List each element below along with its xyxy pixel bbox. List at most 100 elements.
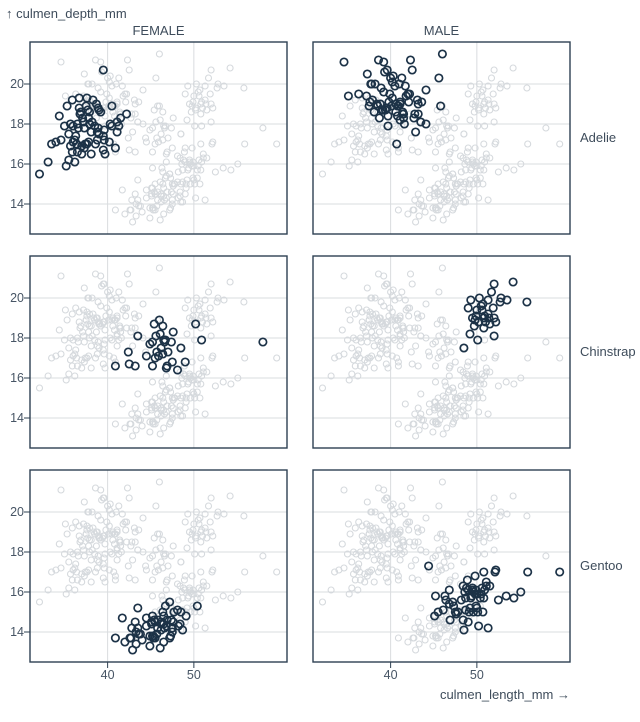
muted-point [182, 394, 190, 402]
muted-point [425, 566, 433, 574]
muted-point [203, 582, 211, 590]
muted-point [475, 106, 483, 114]
muted-point [85, 294, 93, 302]
muted-point [414, 404, 422, 412]
muted-point [431, 552, 440, 560]
muted-point [189, 586, 197, 594]
muted-point [438, 478, 446, 486]
muted-point [425, 348, 433, 356]
muted-point [118, 510, 126, 518]
muted-point [192, 194, 200, 202]
muted-point [450, 418, 458, 426]
muted-point [48, 568, 56, 576]
muted-point [197, 354, 205, 362]
muted-point [431, 576, 440, 584]
data-point [167, 357, 177, 367]
muted-point [437, 402, 445, 410]
muted-point [168, 200, 176, 208]
muted-point [183, 330, 191, 338]
muted-point [407, 348, 415, 356]
muted-point [122, 312, 130, 320]
muted-point [92, 328, 100, 336]
muted-point [446, 148, 454, 156]
muted-point [196, 180, 204, 188]
muted-point [431, 338, 440, 346]
data-point [343, 91, 353, 101]
muted-point [226, 492, 234, 500]
muted-point [152, 502, 160, 510]
muted-point [442, 322, 450, 330]
muted-point [241, 568, 249, 576]
muted-point [190, 306, 198, 314]
muted-point [407, 134, 415, 142]
muted-point [148, 576, 157, 584]
muted-point [368, 294, 376, 302]
data-point [147, 361, 158, 371]
muted-point [490, 494, 498, 502]
data-point [54, 111, 64, 121]
muted-point [183, 116, 191, 124]
muted-point [380, 516, 388, 524]
data-point [463, 303, 473, 313]
muted-point [340, 350, 348, 358]
muted-point [415, 426, 423, 434]
muted-point [352, 352, 360, 360]
muted-point [162, 586, 170, 594]
muted-point [177, 198, 185, 206]
muted-point [119, 92, 127, 100]
muted-point [340, 272, 348, 280]
muted-point [494, 382, 502, 390]
muted-point [452, 396, 460, 404]
muted-point [467, 510, 475, 518]
muted-point [412, 342, 420, 350]
data-point [123, 347, 133, 357]
muted-point [394, 576, 402, 584]
data-point [258, 337, 268, 347]
muted-point [75, 522, 83, 530]
muted-point [57, 564, 65, 572]
muted-point [101, 578, 109, 586]
data-point [180, 357, 190, 367]
muted-point [460, 412, 468, 420]
muted-point [134, 118, 142, 126]
muted-point [417, 176, 425, 184]
muted-point [492, 532, 500, 540]
muted-point [201, 296, 209, 304]
data-point [478, 607, 488, 617]
muted-point [234, 374, 242, 382]
muted-point [88, 294, 96, 302]
muted-point [340, 564, 348, 572]
muted-point [69, 352, 77, 360]
muted-point [440, 558, 448, 566]
muted-point [192, 80, 200, 88]
muted-point [384, 150, 392, 158]
muted-point [434, 420, 442, 428]
muted-point [468, 156, 477, 164]
data-point [191, 319, 201, 329]
data-point [172, 365, 183, 375]
muted-point [79, 306, 88, 314]
muted-point [482, 368, 490, 376]
muted-point [183, 544, 191, 552]
data-point [362, 69, 372, 79]
muted-point [406, 484, 415, 492]
muted-point [388, 352, 396, 360]
muted-point [405, 526, 413, 534]
muted-point [197, 594, 205, 602]
muted-point [376, 128, 384, 136]
muted-point [63, 530, 71, 538]
facet-column-header-male: MALE [423, 23, 460, 38]
muted-point [352, 566, 360, 574]
muted-point [163, 576, 171, 584]
muted-point [490, 528, 498, 536]
muted-point [481, 372, 489, 380]
data-point [472, 603, 482, 613]
muted-point [378, 130, 386, 138]
data-point [399, 113, 409, 123]
muted-point [148, 124, 157, 132]
muted-point [384, 326, 392, 334]
muted-point [401, 296, 409, 304]
muted-point [492, 352, 500, 360]
muted-point [443, 424, 451, 432]
muted-point [168, 414, 176, 422]
